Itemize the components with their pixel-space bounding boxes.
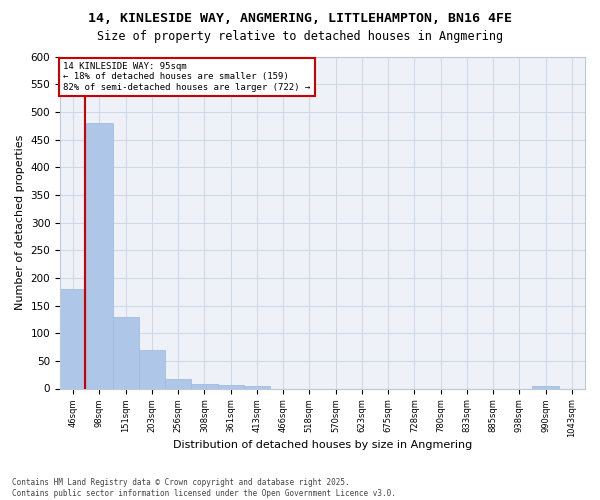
Bar: [191, 384, 218, 388]
Bar: [86, 123, 113, 388]
Bar: [532, 386, 559, 388]
Bar: [60, 289, 86, 388]
Text: 14 KINLESIDE WAY: 95sqm
← 18% of detached houses are smaller (159)
82% of semi-d: 14 KINLESIDE WAY: 95sqm ← 18% of detache…: [63, 62, 310, 92]
Bar: [244, 386, 270, 388]
Y-axis label: Number of detached properties: Number of detached properties: [15, 135, 25, 310]
Text: Size of property relative to detached houses in Angmering: Size of property relative to detached ho…: [97, 30, 503, 43]
Bar: [139, 350, 165, 389]
Bar: [165, 378, 191, 388]
Text: Contains HM Land Registry data © Crown copyright and database right 2025.
Contai: Contains HM Land Registry data © Crown c…: [12, 478, 396, 498]
Bar: [218, 385, 244, 388]
Bar: [113, 316, 139, 388]
Text: 14, KINLESIDE WAY, ANGMERING, LITTLEHAMPTON, BN16 4FE: 14, KINLESIDE WAY, ANGMERING, LITTLEHAMP…: [88, 12, 512, 26]
X-axis label: Distribution of detached houses by size in Angmering: Distribution of detached houses by size …: [173, 440, 472, 450]
